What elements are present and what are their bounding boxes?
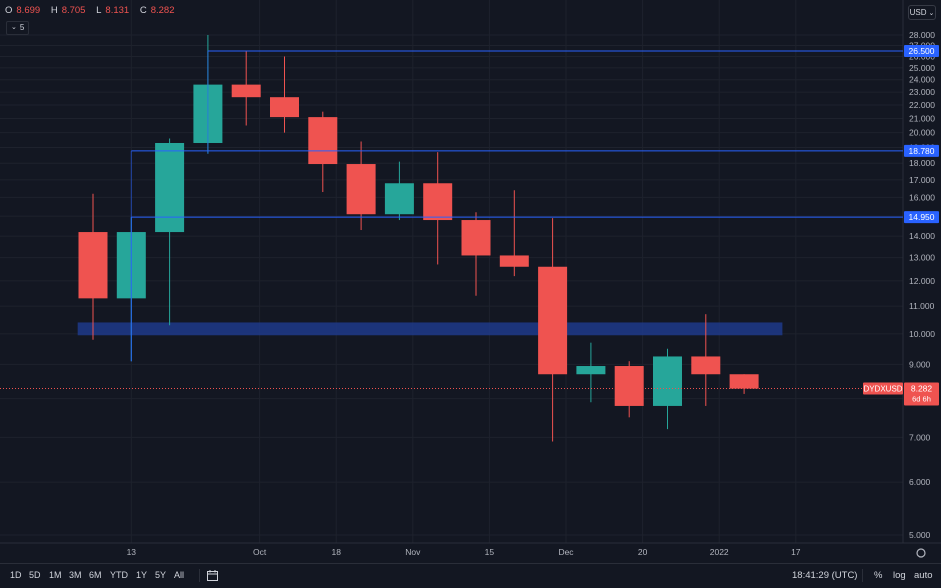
candle-body[interactable] [576, 366, 606, 375]
y-tick-label: 5.000 [909, 530, 931, 540]
auto-toggle[interactable]: auto [914, 570, 933, 581]
x-tick-label: Oct [253, 547, 267, 557]
close-value: 8.282 [150, 5, 175, 16]
timeframe-1d[interactable]: 1D [10, 570, 22, 580]
date-range-icon[interactable] [206, 569, 219, 582]
indicator-value: 5 [19, 23, 25, 32]
ohlc-legend: O 8.699 H 8.705 L 8.131 C 8.282 [5, 5, 182, 16]
x-tick-label: 20 [638, 547, 648, 557]
timeframe-all[interactable]: All [174, 570, 185, 580]
y-tick-label: 11.000 [909, 301, 935, 311]
candle-body[interactable] [346, 164, 376, 215]
x-tick-label: Dec [558, 547, 574, 557]
last-price-tag [904, 382, 939, 406]
y-tick-label: 20.000 [909, 128, 935, 138]
timeframe-6m[interactable]: 6M [89, 570, 102, 580]
x-tick-label: 2022 [710, 547, 729, 557]
level-price-label: 18.780 [909, 146, 935, 156]
low-label: L [96, 5, 102, 16]
chevron-down-icon: ⌄ [926, 10, 935, 17]
last-price-label: 8.282 [911, 384, 933, 394]
candle-body[interactable] [461, 220, 491, 256]
x-tick-label: 15 [485, 547, 495, 557]
y-tick-label: 22.000 [909, 100, 935, 110]
percent-toggle[interactable]: % [874, 570, 883, 581]
candle-body[interactable] [308, 117, 338, 165]
candle-body[interactable] [614, 366, 644, 406]
candle-body[interactable] [423, 183, 453, 221]
chart-background [0, 0, 941, 563]
timeframe-ytd[interactable]: YTD [110, 570, 128, 580]
y-tick-label: 24.000 [909, 75, 935, 85]
y-tick-label: 25.000 [909, 63, 935, 73]
timeframe-3m[interactable]: 3M [69, 570, 82, 580]
symbol-tag [863, 382, 903, 395]
gear-icon[interactable] [916, 548, 926, 558]
level-price-label: 14.950 [909, 212, 935, 222]
x-tick-label: 17 [791, 547, 801, 557]
level-price-tag [904, 44, 939, 57]
y-tick-label: 28.000 [909, 30, 935, 40]
y-tick-label: 18.000 [909, 158, 935, 168]
y-tick-label: 17.000 [909, 175, 935, 185]
level-price-tag [904, 144, 939, 157]
high-label: H [50, 5, 58, 16]
bottom-toolbar: 1D 5D 1M 3M 6M YTD 1Y 5Y All 18:41:29 (U… [0, 563, 941, 588]
y-tick-label: 12.000 [909, 276, 935, 286]
currency-label: USD [909, 8, 927, 17]
y-tick-label: 16.000 [909, 192, 935, 202]
toolbar-divider [862, 569, 863, 582]
price-chart[interactable]: 5.0006.0007.0008.0009.00010.00011.00012.… [0, 0, 941, 563]
currency-button[interactable]: USD ⌄ [908, 5, 936, 20]
level-price-label: 26.500 [909, 46, 935, 56]
candle-body[interactable] [231, 84, 261, 98]
y-tick-label: 7.000 [909, 432, 931, 442]
y-tick-label: 21.000 [909, 113, 935, 123]
y-tick-label: 10.000 [909, 329, 935, 339]
timeframe-5d[interactable]: 5D [29, 570, 41, 580]
x-tick-label: Nov [405, 547, 421, 557]
candle-body[interactable] [538, 266, 568, 375]
toolbar-divider [199, 569, 200, 582]
level-price-tag [904, 211, 939, 224]
chevron-down-icon: ⌄ [11, 24, 17, 31]
countdown-label: 6d 6h [912, 395, 931, 404]
close-label: C [139, 5, 147, 16]
candle-body[interactable] [78, 232, 108, 299]
clock[interactable]: 18:41:29 (UTC) [792, 570, 858, 581]
y-tick-label: 23.000 [909, 87, 935, 97]
symbol-label: DYDXUSD [863, 385, 902, 394]
x-tick-label: 13 [127, 547, 137, 557]
y-tick-label: 13.000 [909, 253, 935, 263]
open-value: 8.699 [16, 5, 41, 16]
low-value: 8.131 [105, 5, 130, 16]
timeframe-5y[interactable]: 5Y [155, 570, 167, 580]
y-tick-label: 14.000 [909, 231, 935, 241]
log-toggle[interactable]: log [893, 570, 906, 581]
candle-body[interactable] [384, 183, 414, 215]
candle-body[interactable] [691, 356, 721, 375]
candle-body[interactable] [729, 374, 759, 389]
x-tick-label: 18 [331, 547, 341, 557]
open-label: O [5, 5, 13, 16]
timeframe-1m[interactable]: 1M [49, 570, 62, 580]
support-zone[interactable] [77, 322, 783, 336]
timeframe-1y[interactable]: 1Y [136, 570, 148, 580]
candle-body[interactable] [155, 142, 185, 233]
y-tick-label: 6.000 [909, 477, 931, 487]
candle-body[interactable] [270, 97, 299, 118]
candle-body[interactable] [653, 356, 682, 406]
high-value: 8.705 [61, 5, 86, 16]
indicator-badge[interactable]: ⌄ 5 [6, 21, 30, 35]
y-tick-label: 9.000 [909, 359, 931, 369]
candle-body[interactable] [499, 255, 529, 267]
